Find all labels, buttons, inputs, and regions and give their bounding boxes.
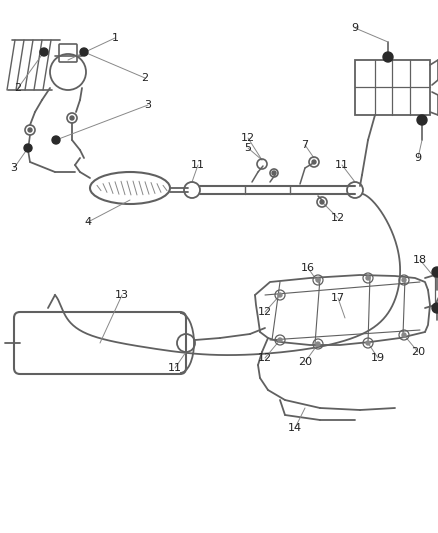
Text: 12: 12	[258, 307, 272, 317]
Text: 14: 14	[287, 423, 301, 433]
Text: 11: 11	[334, 160, 348, 170]
Text: 5: 5	[244, 143, 251, 153]
Text: 18: 18	[412, 255, 426, 265]
Text: 9: 9	[413, 153, 420, 163]
Text: 19: 19	[370, 353, 384, 363]
Text: 1: 1	[111, 33, 118, 43]
Circle shape	[382, 52, 392, 62]
Text: 12: 12	[330, 213, 344, 223]
Text: 13: 13	[115, 290, 129, 300]
Text: 20: 20	[297, 357, 311, 367]
Circle shape	[28, 128, 32, 132]
Text: 12: 12	[258, 353, 272, 363]
Circle shape	[24, 144, 32, 152]
Circle shape	[40, 48, 48, 56]
Text: 3: 3	[144, 100, 151, 110]
Text: 11: 11	[168, 363, 182, 373]
Text: 17: 17	[330, 293, 344, 303]
Circle shape	[80, 48, 88, 56]
Circle shape	[319, 200, 323, 204]
Text: 16: 16	[300, 263, 314, 273]
Circle shape	[416, 115, 426, 125]
Text: 11: 11	[191, 160, 205, 170]
Circle shape	[52, 136, 60, 144]
Text: 4: 4	[84, 217, 92, 227]
Text: 3: 3	[11, 163, 18, 173]
Circle shape	[431, 303, 438, 313]
Circle shape	[315, 342, 319, 346]
Text: 2: 2	[14, 83, 21, 93]
Text: 7: 7	[301, 140, 308, 150]
Text: 20: 20	[410, 347, 424, 357]
Circle shape	[277, 338, 281, 342]
Circle shape	[401, 278, 405, 282]
Circle shape	[272, 171, 276, 175]
Circle shape	[365, 341, 369, 345]
Text: 9: 9	[351, 23, 358, 33]
Circle shape	[315, 278, 319, 282]
Circle shape	[311, 160, 315, 164]
Text: 2: 2	[141, 73, 148, 83]
Text: 12: 12	[240, 133, 254, 143]
Circle shape	[431, 267, 438, 277]
Circle shape	[365, 276, 369, 280]
Circle shape	[277, 293, 281, 297]
Circle shape	[70, 116, 74, 120]
Circle shape	[401, 333, 405, 337]
